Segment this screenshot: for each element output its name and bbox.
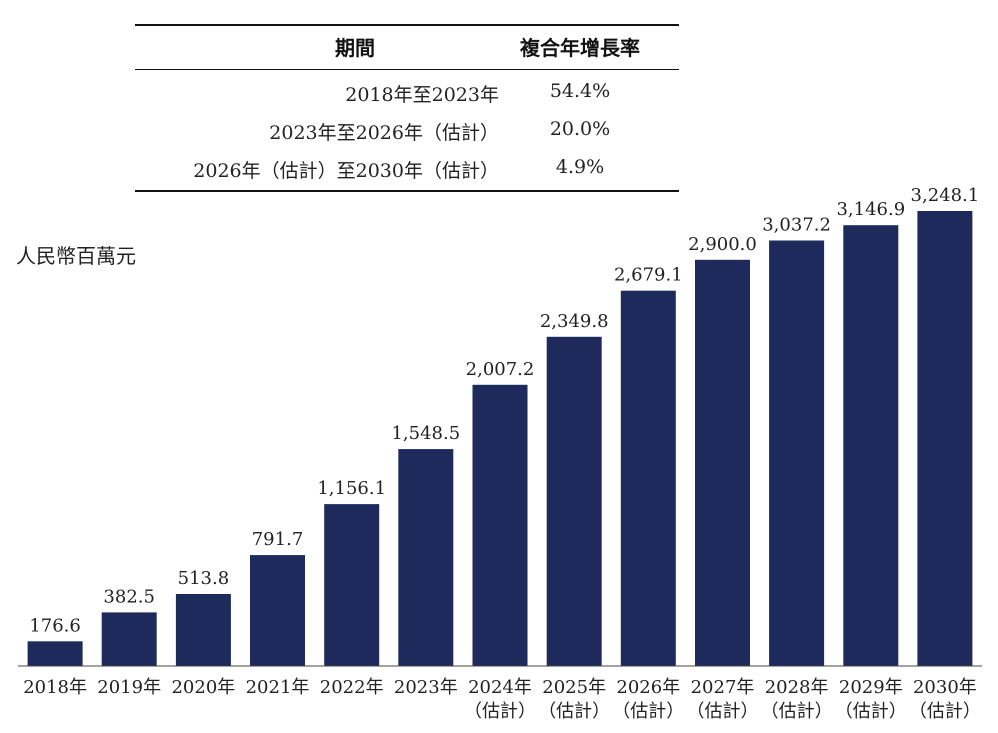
bar [398,449,454,666]
bar-value-label: 1,548.5 [391,423,460,444]
x-tick-label: （估計） [612,701,684,722]
x-tick-label: 2026年 [616,677,680,698]
bar-value-label: 176.6 [29,615,81,636]
bar-value-label: 513.8 [178,568,230,589]
bar-value-label: 2,007.2 [466,359,535,380]
bar-value-label: 2,349.8 [540,311,609,332]
bar-value-label: 3,248.1 [911,185,980,206]
row-period: 2026年（估計）至2030年（估計） [193,160,499,182]
y-axis-unit-label: 人民幣百萬元 [16,244,136,268]
x-tick-label: 2028年 [765,677,829,698]
table-row: 2018年至2023年 54.4% [135,80,679,116]
x-tick-label: 2029年 [839,677,903,698]
bar [917,211,973,666]
x-tick-label: 2027年 [691,677,755,698]
x-tick-label: （估計） [909,701,981,722]
x-tick-label: 2024年 [468,677,532,698]
x-tick-label: （估計） [538,701,610,722]
bar [620,290,676,666]
x-tick-label: 2021年 [246,677,310,698]
bar [324,504,380,666]
header-period: 期間 [335,36,375,60]
bar [546,336,602,666]
x-tick-label: （估計） [464,701,536,722]
table-row: 2026年（估計）至2030年（估計） 4.9% [135,156,679,192]
x-tick-label: 2019年 [97,677,161,698]
table-row: 2023年至2026年（估計） 20.0% [135,118,679,154]
bar-value-label: 382.5 [103,586,155,607]
x-tick-label: 2020年 [171,677,235,698]
bar [250,555,305,666]
bar-value-label: 791.7 [252,529,304,550]
x-tick-label: （估計） [687,701,759,722]
bar [843,225,899,666]
x-tick-label: 2023年 [394,677,458,698]
x-tick-label: 2030年 [913,677,977,698]
bar [175,594,231,666]
bar-value-label: 3,146.9 [836,199,905,220]
bar [769,240,825,666]
bar [27,641,83,666]
x-tick-label: 2025年 [542,677,606,698]
bar-value-label: 2,900.0 [688,234,757,255]
table-header-rule [135,69,679,70]
row-rate: 54.4% [549,80,611,102]
table-bottom-rule [135,190,679,192]
header-cagr: 複合年增長率 [520,36,640,60]
bar [695,259,750,666]
bar-value-label: 2,679.1 [614,265,683,286]
x-tick-label: 2022年 [320,677,384,698]
row-period: 2018年至2023年 [345,84,499,106]
bar-value-label: 3,037.2 [762,215,831,236]
bar-value-label: 1,156.1 [317,478,386,499]
row-rate: 4.9% [555,156,605,178]
row-rate: 20.0% [549,118,611,140]
x-tick-label: （估計） [761,701,833,722]
bar [101,612,157,666]
row-period: 2023年至2026年（估計） [269,122,499,144]
table-top-rule [135,24,679,26]
x-tick-label: 2018年 [23,677,87,698]
bar [472,384,528,666]
x-tick-label: （估計） [835,701,907,722]
